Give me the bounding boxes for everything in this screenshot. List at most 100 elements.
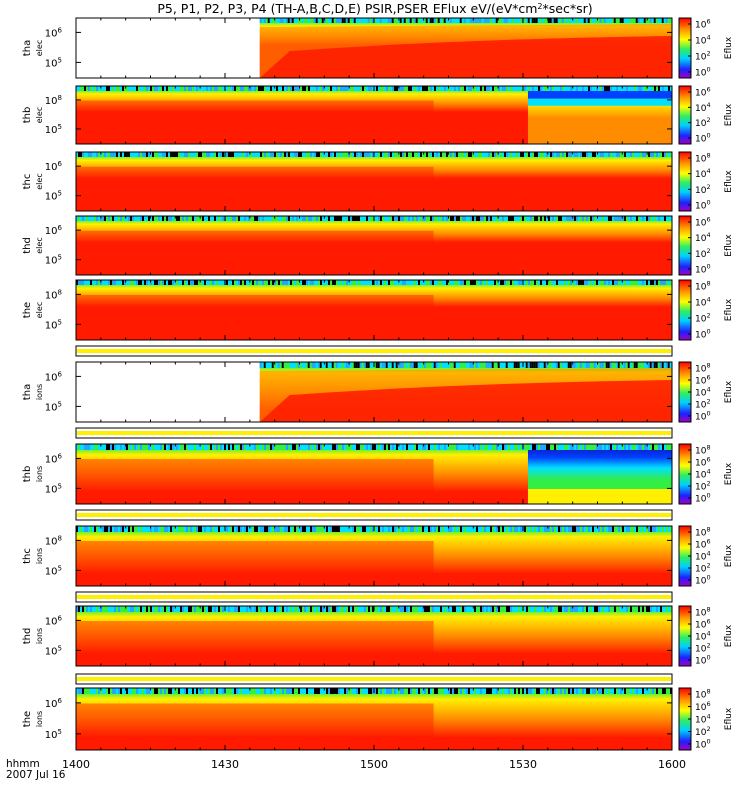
panel-probe-label: thc [22,548,33,564]
colorbar-tick-label: 106 [695,18,711,31]
panel-species-label: ions [35,384,44,400]
spectrogram [76,606,672,666]
y-tick-label: 106 [45,160,63,173]
colorbar-label: Eflux [724,707,734,730]
colorbar-tick-label: 102 [695,398,711,411]
y-tick-label: 105 [45,644,62,657]
spectrogram [76,18,672,78]
colorbar: 106 104 102 100 Eflux [678,85,734,145]
spectrogram [76,362,672,422]
colorbar-label: Eflux [724,234,734,257]
y-tick-label: 105 [45,318,62,331]
colorbar-tick-label: 102 [695,562,711,575]
colorbar-tick-label: 108 [695,362,711,375]
panel-probe-label: tha [22,384,33,400]
colorbar-tick-label: 106 [695,456,711,469]
panel-species-label: elec [35,107,44,123]
colorbar-tick-label: 102 [695,725,711,738]
colorbar-tick-label: 104 [695,101,711,114]
separator-strip [75,673,673,685]
colorbar: 106 104 102 100 Eflux [678,215,734,276]
panel-probe-label: thd [22,628,33,645]
colorbar-tick-label: 102 [695,50,711,63]
panel-species-label: elec [35,237,44,253]
x-tick-label: 1400 [62,758,90,771]
x-tick-label: 1430 [211,758,239,771]
colorbar-tick-label: 108 [695,444,711,457]
spectrogram [76,280,672,340]
panel-probe-label: the [22,302,33,318]
y-tick-label: 106 [45,370,63,383]
panel-species-label: ions [35,628,44,644]
panel-thb-elec: 108 105 thb elec 106 104 102 100 Eflux [22,85,734,145]
colorbar-label: Eflux [724,624,734,647]
colorbar-tick-label: 108 [695,280,711,293]
colorbar-label: Eflux [724,544,734,567]
colorbar-tick-label: 106 [695,538,711,551]
panel-probe-label: thb [22,107,33,124]
y-tick-label: 106 [45,26,63,39]
colorbar-tick-label: 108 [695,606,711,619]
colorbar-tick-label: 100 [695,132,711,145]
colorbar-tick-label: 104 [695,713,711,726]
panel-probe-label: thd [22,237,33,254]
colorbar-tick-label: 102 [695,247,711,260]
y-tick-label: 108 [45,534,62,547]
colorbar-tick-label: 106 [695,216,711,229]
colorbar-tick-label: 108 [695,152,711,165]
colorbar-tick-label: 106 [695,700,711,713]
panel-species-label: ions [35,711,44,727]
colorbar-tick-label: 102 [695,312,711,325]
colorbar-tick-label: 100 [695,654,711,667]
colorbar-tick-label: 104 [695,468,711,481]
colorbar-tick-label: 102 [695,183,711,196]
colorbar-label: Eflux [724,380,734,403]
colorbar-tick-label: 104 [695,296,711,309]
x-tick-label: 1500 [360,758,388,771]
y-tick-label: 105 [45,123,62,136]
colorbar-tick-label: 100 [695,328,711,341]
colorbar-tick-label: 100 [695,492,711,505]
y-tick-label: 106 [45,697,63,710]
y-tick-label: 105 [45,190,62,203]
y-tick-label: 108 [45,288,62,301]
x-tick-label: 1600 [658,758,686,771]
colorbar-tick-label: 106 [695,618,711,631]
panel-probe-label: thb [22,466,33,483]
colorbar-label: Eflux [724,462,734,485]
panel-probe-label: the [22,711,33,727]
colorbar-tick-label: 108 [695,526,711,539]
spectrogram [76,86,672,144]
colorbar-tick-label: 106 [695,86,711,99]
colorbar-tick-label: 102 [695,116,711,129]
colorbar-tick-label: 100 [695,263,711,276]
colorbar-tick-label: 100 [695,199,711,212]
separator-strip [75,509,673,521]
colorbar-tick-label: 100 [695,574,711,587]
x-axis-format-label: hhmm [6,758,40,770]
panel-thc-elec: 106 105 thc elec 108 104 102 100 Eflux [22,151,734,212]
colorbar-tick-label: 104 [695,386,711,399]
y-tick-label: 105 [45,482,62,495]
y-tick-label: 105 [45,56,62,69]
spectrogram [76,688,672,750]
colorbar-tick-label: 102 [695,480,711,493]
colorbar-tick-label: 104 [695,550,711,563]
panel-probe-label: tha [22,40,33,56]
spectrogram [76,444,672,504]
panel-species-label: elec [35,173,44,189]
